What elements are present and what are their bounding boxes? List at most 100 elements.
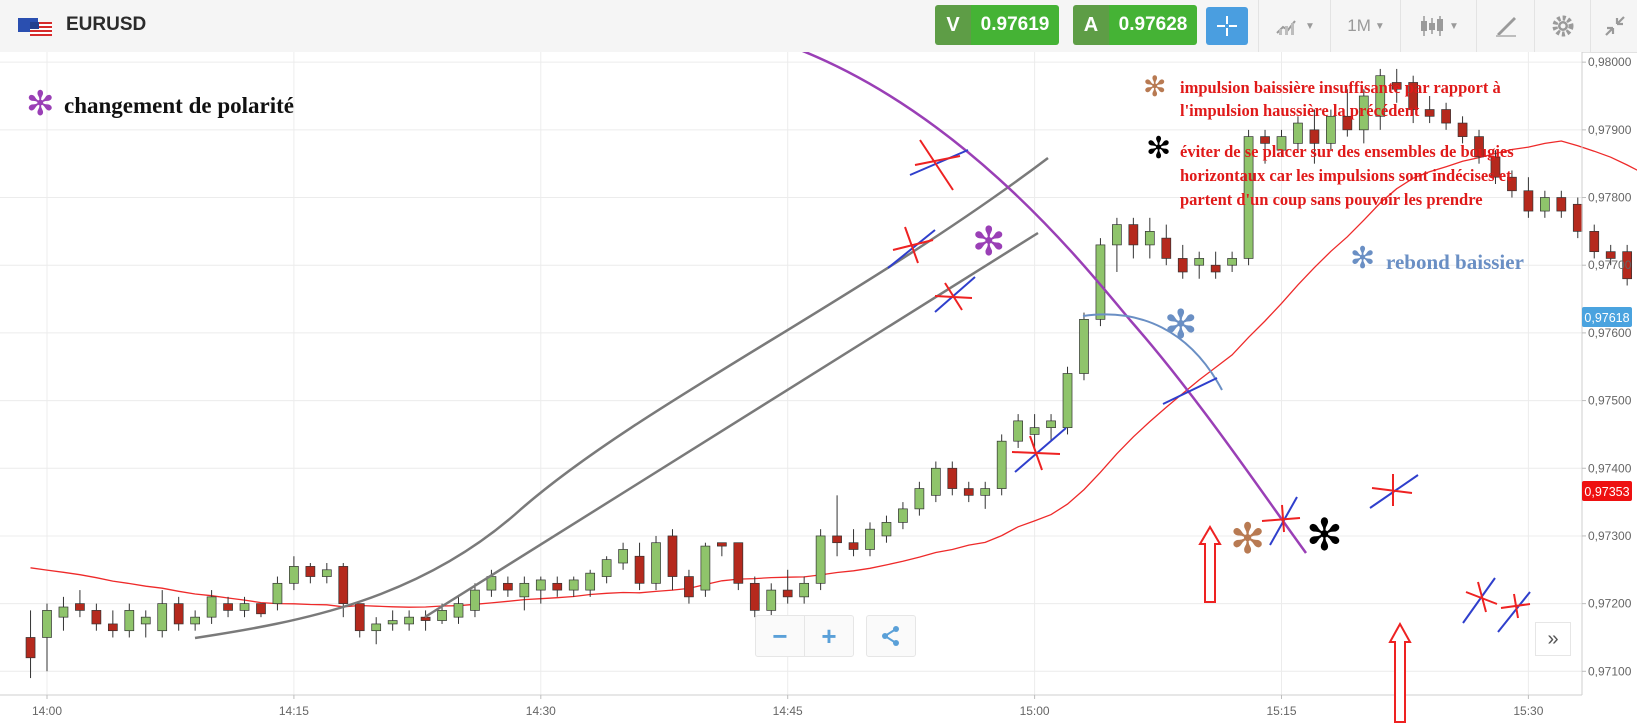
candle-body (338, 566, 349, 604)
candle-body (354, 603, 365, 632)
candle-body (289, 566, 299, 584)
candle (25, 610, 36, 679)
candle (667, 529, 678, 591)
candle-body (1046, 420, 1056, 428)
candle-body (684, 576, 694, 598)
candle (782, 569, 793, 604)
toolbar-separator (1534, 0, 1535, 52)
line-chart-icon (1276, 20, 1296, 35)
candle (91, 603, 102, 631)
cross-marker (1011, 427, 1067, 473)
candle-body (618, 549, 628, 564)
candle-body (1029, 427, 1040, 435)
candle (930, 461, 941, 503)
candle-body (601, 559, 612, 577)
candle-body (58, 606, 69, 618)
candle (1309, 109, 1320, 164)
star-black-icon: ✻ (1306, 510, 1343, 561)
candle-body (387, 620, 398, 625)
cross-marker (1162, 377, 1218, 405)
candle-body (1589, 231, 1600, 253)
candle (865, 522, 875, 557)
share-control (866, 615, 916, 657)
y-tick-label: 0,97400 (1588, 461, 1632, 475)
candle-body (404, 616, 414, 625)
candle-body (568, 579, 579, 591)
cross-marker (934, 276, 976, 313)
x-tick-label: 14:45 (773, 704, 803, 718)
ma-price-tag: 0,97353 (1582, 481, 1632, 501)
buy-button[interactable]: A 0.97628 (1073, 5, 1197, 45)
toolbar-separator (1476, 0, 1477, 52)
candle-body (749, 582, 760, 611)
candle-body (140, 616, 151, 625)
candle-style-button[interactable]: ▼ (1404, 0, 1474, 52)
candle-body (651, 542, 661, 584)
candle-body (1243, 136, 1254, 259)
zoom-out-button[interactable]: − (772, 620, 788, 651)
cross-marker (887, 226, 936, 269)
x-tick-label: 15:00 (1020, 704, 1050, 718)
x-tick-label: 14:00 (32, 704, 62, 718)
last-price-label: 0,97618 (1584, 311, 1629, 325)
rebond-note: rebond baissier (1386, 250, 1524, 274)
candle (1342, 89, 1353, 137)
toolbar-separator (1590, 0, 1591, 52)
y-tick-label: 0,97800 (1588, 191, 1632, 205)
star-brown-icon: ✻ (1143, 70, 1166, 103)
candle (1391, 68, 1402, 103)
candle (1293, 116, 1303, 151)
candle (1194, 251, 1205, 279)
buy-price: 0.97628 (1109, 5, 1197, 45)
x-tick-label: 15:30 (1513, 704, 1543, 718)
y-tick-label: 0,97300 (1588, 529, 1632, 543)
candle (1375, 68, 1386, 130)
cross-marker (1261, 496, 1301, 546)
price-chart[interactable]: 0,97100 0,97200 0,97300 0,97400 0,97500 0,976… (0, 52, 1637, 728)
candle-body (470, 589, 480, 611)
candle-body (173, 603, 184, 625)
candle (1046, 414, 1056, 442)
candle (749, 576, 760, 618)
candle (1540, 190, 1550, 218)
candle-body (815, 535, 826, 584)
candle (42, 603, 52, 672)
scroll-right-button[interactable]: » (1535, 622, 1571, 656)
candle-body (634, 555, 645, 584)
toolbar-separator (1400, 0, 1401, 52)
candle-body (157, 603, 168, 632)
candle (1112, 217, 1122, 272)
timeframe-dropdown[interactable]: 1M ▼ (1334, 0, 1398, 52)
sell-button[interactable]: V 0.97619 (935, 5, 1059, 45)
candle (387, 610, 398, 631)
sell-price: 0.97619 (971, 5, 1059, 45)
crosshair-button[interactable] (1206, 7, 1248, 45)
candle-body (1144, 231, 1155, 246)
candle-body (91, 610, 102, 625)
candle-body (930, 467, 941, 496)
candle (58, 596, 69, 631)
last-price-tag: 0,97618 (1582, 307, 1632, 327)
chart-type-button[interactable]: ▼ (1262, 0, 1328, 52)
candle-body (1309, 129, 1320, 144)
candle-body (1227, 258, 1237, 266)
collapse-icon (1605, 16, 1625, 36)
candle-body (206, 596, 217, 618)
candle (1424, 95, 1435, 124)
candle-body (1128, 224, 1139, 246)
note-impulsion-line2: l'impulsion haussière la précédent (1180, 101, 1420, 120)
zoom-in-button[interactable]: + (804, 616, 853, 656)
candle (1326, 109, 1336, 151)
star-brown-icon: ✻ (1230, 514, 1265, 563)
cross-marker (1462, 577, 1498, 624)
settings-button[interactable] (1538, 0, 1588, 52)
note-eviter-line1: éviter de se placer sur des ensembles de… (1180, 142, 1514, 161)
drawing-tools-button[interactable] (1480, 0, 1532, 52)
candle-body (535, 579, 546, 591)
candle-body (782, 589, 793, 598)
collapse-button[interactable] (1594, 0, 1636, 52)
candle-body (717, 542, 727, 547)
candle-body (1375, 75, 1386, 117)
candle-body (305, 566, 316, 577)
share-button[interactable] (867, 616, 915, 656)
